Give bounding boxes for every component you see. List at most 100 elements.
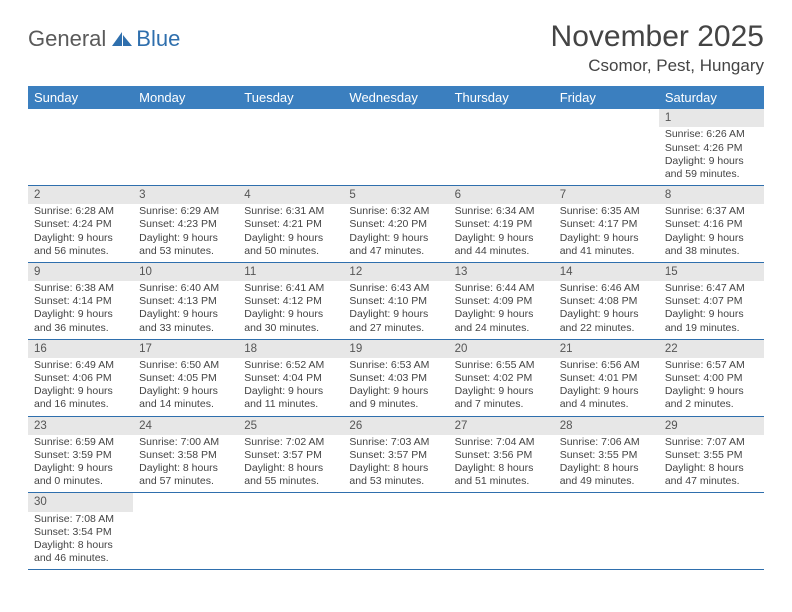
sunrise-line: Sunrise: 6:26 AM <box>665 128 758 141</box>
empty-cell <box>659 512 764 570</box>
empty-cell <box>133 512 238 570</box>
logo-sail-icon <box>110 30 134 48</box>
sunrise-line: Sunrise: 7:06 AM <box>560 436 653 449</box>
empty-cell <box>449 127 554 185</box>
daylight-line: Daylight: 9 hours and 16 minutes. <box>34 385 127 411</box>
sunset-line: Sunset: 3:54 PM <box>34 526 127 539</box>
sunrise-line: Sunrise: 7:08 AM <box>34 513 127 526</box>
daynum-row: 2345678 <box>28 185 764 204</box>
empty-cell <box>343 512 448 570</box>
day-info: Sunrise: 6:31 AMSunset: 4:21 PMDaylight:… <box>238 204 343 262</box>
sunset-line: Sunset: 4:19 PM <box>455 218 548 231</box>
day-number: 11 <box>238 262 343 281</box>
daylight-line: Daylight: 8 hours and 53 minutes. <box>349 462 442 488</box>
sunset-line: Sunset: 4:06 PM <box>34 372 127 385</box>
sunset-line: Sunset: 4:03 PM <box>349 372 442 385</box>
daylight-line: Daylight: 9 hours and 24 minutes. <box>455 308 548 334</box>
day-number: 23 <box>28 416 133 435</box>
sunset-line: Sunset: 4:23 PM <box>139 218 232 231</box>
daylight-line: Daylight: 9 hours and 44 minutes. <box>455 232 548 258</box>
daylight-line: Daylight: 9 hours and 19 minutes. <box>665 308 758 334</box>
sunrise-line: Sunrise: 6:56 AM <box>560 359 653 372</box>
sunrise-line: Sunrise: 6:43 AM <box>349 282 442 295</box>
info-row: Sunrise: 6:28 AMSunset: 4:24 PMDaylight:… <box>28 204 764 262</box>
day-info: Sunrise: 7:08 AMSunset: 3:54 PMDaylight:… <box>28 512 133 570</box>
empty-cell <box>238 109 343 127</box>
sunrise-line: Sunrise: 7:00 AM <box>139 436 232 449</box>
day-header-row: SundayMondayTuesdayWednesdayThursdayFrid… <box>28 86 764 109</box>
sunrise-line: Sunrise: 6:59 AM <box>34 436 127 449</box>
day-header: Monday <box>133 86 238 109</box>
day-number: 14 <box>554 262 659 281</box>
sunset-line: Sunset: 4:20 PM <box>349 218 442 231</box>
page-header: General Blue November 2025 Csomor, Pest,… <box>28 20 764 76</box>
day-number: 22 <box>659 339 764 358</box>
day-info: Sunrise: 6:55 AMSunset: 4:02 PMDaylight:… <box>449 358 554 416</box>
sunrise-line: Sunrise: 6:44 AM <box>455 282 548 295</box>
day-info: Sunrise: 6:57 AMSunset: 4:00 PMDaylight:… <box>659 358 764 416</box>
sunrise-line: Sunrise: 6:50 AM <box>139 359 232 372</box>
day-number: 3 <box>133 185 238 204</box>
sunrise-line: Sunrise: 7:04 AM <box>455 436 548 449</box>
empty-cell <box>343 109 448 127</box>
day-info: Sunrise: 7:03 AMSunset: 3:57 PMDaylight:… <box>343 435 448 493</box>
daynum-row: 16171819202122 <box>28 339 764 358</box>
daylight-line: Daylight: 9 hours and 11 minutes. <box>244 385 337 411</box>
title-block: November 2025 Csomor, Pest, Hungary <box>551 20 764 76</box>
sunset-line: Sunset: 3:57 PM <box>349 449 442 462</box>
empty-cell <box>28 109 133 127</box>
day-info: Sunrise: 6:56 AMSunset: 4:01 PMDaylight:… <box>554 358 659 416</box>
sunset-line: Sunset: 4:02 PM <box>455 372 548 385</box>
daylight-line: Daylight: 9 hours and 22 minutes. <box>560 308 653 334</box>
sunrise-line: Sunrise: 6:37 AM <box>665 205 758 218</box>
sunset-line: Sunset: 4:10 PM <box>349 295 442 308</box>
day-info: Sunrise: 6:41 AMSunset: 4:12 PMDaylight:… <box>238 281 343 339</box>
empty-cell <box>449 493 554 512</box>
day-number: 30 <box>28 493 133 512</box>
sunrise-line: Sunrise: 6:53 AM <box>349 359 442 372</box>
day-info: Sunrise: 6:40 AMSunset: 4:13 PMDaylight:… <box>133 281 238 339</box>
sunset-line: Sunset: 3:55 PM <box>665 449 758 462</box>
day-info: Sunrise: 6:53 AMSunset: 4:03 PMDaylight:… <box>343 358 448 416</box>
empty-cell <box>28 127 133 185</box>
empty-cell <box>343 127 448 185</box>
daylight-line: Daylight: 8 hours and 55 minutes. <box>244 462 337 488</box>
day-number: 17 <box>133 339 238 358</box>
sunrise-line: Sunrise: 7:07 AM <box>665 436 758 449</box>
day-header: Saturday <box>659 86 764 109</box>
sunset-line: Sunset: 4:09 PM <box>455 295 548 308</box>
day-info: Sunrise: 7:06 AMSunset: 3:55 PMDaylight:… <box>554 435 659 493</box>
sunset-line: Sunset: 4:26 PM <box>665 142 758 155</box>
sunrise-line: Sunrise: 7:03 AM <box>349 436 442 449</box>
sunset-line: Sunset: 4:24 PM <box>34 218 127 231</box>
daylight-line: Daylight: 9 hours and 7 minutes. <box>455 385 548 411</box>
sunrise-line: Sunrise: 6:35 AM <box>560 205 653 218</box>
day-number: 10 <box>133 262 238 281</box>
day-info: Sunrise: 6:44 AMSunset: 4:09 PMDaylight:… <box>449 281 554 339</box>
sunrise-line: Sunrise: 6:57 AM <box>665 359 758 372</box>
empty-cell <box>238 127 343 185</box>
daylight-line: Daylight: 9 hours and 14 minutes. <box>139 385 232 411</box>
daylight-line: Daylight: 9 hours and 38 minutes. <box>665 232 758 258</box>
day-info: Sunrise: 6:59 AMSunset: 3:59 PMDaylight:… <box>28 435 133 493</box>
daylight-line: Daylight: 8 hours and 49 minutes. <box>560 462 653 488</box>
daylight-line: Daylight: 8 hours and 57 minutes. <box>139 462 232 488</box>
empty-cell <box>449 512 554 570</box>
sunset-line: Sunset: 3:58 PM <box>139 449 232 462</box>
day-info: Sunrise: 6:28 AMSunset: 4:24 PMDaylight:… <box>28 204 133 262</box>
sunrise-line: Sunrise: 6:55 AM <box>455 359 548 372</box>
sunrise-line: Sunrise: 7:02 AM <box>244 436 337 449</box>
day-info: Sunrise: 6:26 AMSunset: 4:26 PMDaylight:… <box>659 127 764 185</box>
day-number: 16 <box>28 339 133 358</box>
sunset-line: Sunset: 4:17 PM <box>560 218 653 231</box>
calendar-table: SundayMondayTuesdayWednesdayThursdayFrid… <box>28 86 764 570</box>
logo-blue: Blue <box>136 26 180 52</box>
day-info: Sunrise: 6:37 AMSunset: 4:16 PMDaylight:… <box>659 204 764 262</box>
day-number: 2 <box>28 185 133 204</box>
sunset-line: Sunset: 4:04 PM <box>244 372 337 385</box>
page-title: November 2025 <box>551 20 764 54</box>
info-row: Sunrise: 6:38 AMSunset: 4:14 PMDaylight:… <box>28 281 764 339</box>
info-row: Sunrise: 6:59 AMSunset: 3:59 PMDaylight:… <box>28 435 764 493</box>
daylight-line: Daylight: 8 hours and 47 minutes. <box>665 462 758 488</box>
sunset-line: Sunset: 4:16 PM <box>665 218 758 231</box>
